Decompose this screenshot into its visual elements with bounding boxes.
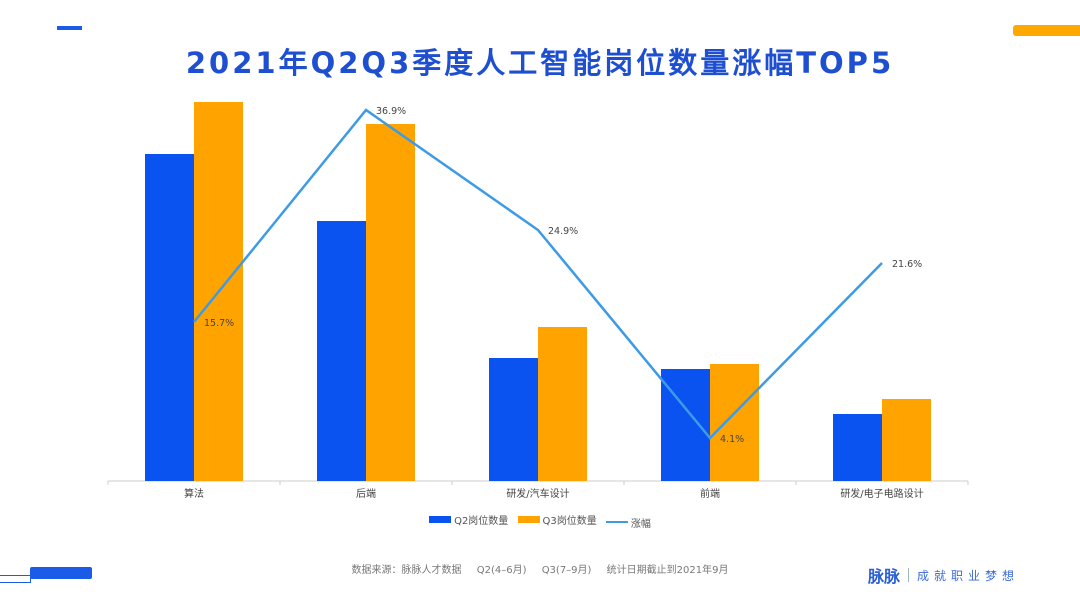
bottom-left-accent-bar xyxy=(30,567,92,579)
legend-item-q2: Q2岗位数量 xyxy=(429,512,508,527)
brand-slogan: 成就职业梦想 xyxy=(917,568,1020,583)
growth-data-label: 24.9% xyxy=(548,226,578,237)
legend-swatch xyxy=(429,516,452,523)
x-tick-label: 算法 xyxy=(184,487,204,500)
data-source-note: 数据来源：脉脉人才数据 Q2(4–6月) Q3(7–9月) 统计日期截止到202… xyxy=(0,561,1080,576)
q3-range-text: Q3(7–9月) xyxy=(541,565,592,576)
x-tick-label: 前端 xyxy=(700,487,720,500)
bar-q2 xyxy=(833,414,882,481)
legend: Q2岗位数量 Q3岗位数量 涨幅 xyxy=(0,512,1080,530)
growth-data-label: 15.7% xyxy=(204,318,234,329)
bar-q2 xyxy=(489,358,538,481)
chart-title: 2021年Q2Q3季度人工智能岗位数量涨幅TOP5 xyxy=(185,46,895,80)
bar-q3 xyxy=(710,364,759,481)
top-right-accent-bar xyxy=(1013,25,1080,36)
growth-line xyxy=(193,108,883,440)
legend-swatch xyxy=(517,516,540,523)
growth-data-label: 36.9% xyxy=(376,106,406,117)
divider xyxy=(908,568,910,582)
bar-q2 xyxy=(145,154,194,481)
bottom-left-accent-outline xyxy=(0,575,31,583)
legend-label: Q3岗位数量 xyxy=(542,516,597,527)
top-left-accent-bar xyxy=(57,26,82,30)
brand-logo: 脉脉 xyxy=(868,567,901,586)
brand: 脉脉 成就职业梦想 xyxy=(868,563,1019,587)
source-text: 数据来源：脉脉人才数据 xyxy=(351,565,462,576)
legend-item-q3: Q3岗位数量 xyxy=(517,512,597,527)
bar-q3 xyxy=(366,124,415,481)
x-tick-label: 研发/汽车设计 xyxy=(506,487,569,500)
growth-data-label: 21.6% xyxy=(892,259,922,270)
q2-range-text: Q2(4–6月) xyxy=(476,565,527,576)
x-tick-label: 后端 xyxy=(356,487,376,500)
legend-swatch xyxy=(605,521,628,523)
x-tick-label: 研发/电子电路设计 xyxy=(840,487,923,500)
legend-item-growth: 涨幅 xyxy=(605,515,651,530)
legend-label: Q2岗位数量 xyxy=(454,516,509,527)
cutoff-text: 统计日期截止到2021年9月 xyxy=(606,565,729,576)
bar-q3 xyxy=(538,327,587,481)
legend-label: 涨幅 xyxy=(630,518,651,530)
bar-q2 xyxy=(317,221,366,481)
growth-data-label: 4.1% xyxy=(720,434,744,445)
bar-q3 xyxy=(882,399,931,481)
